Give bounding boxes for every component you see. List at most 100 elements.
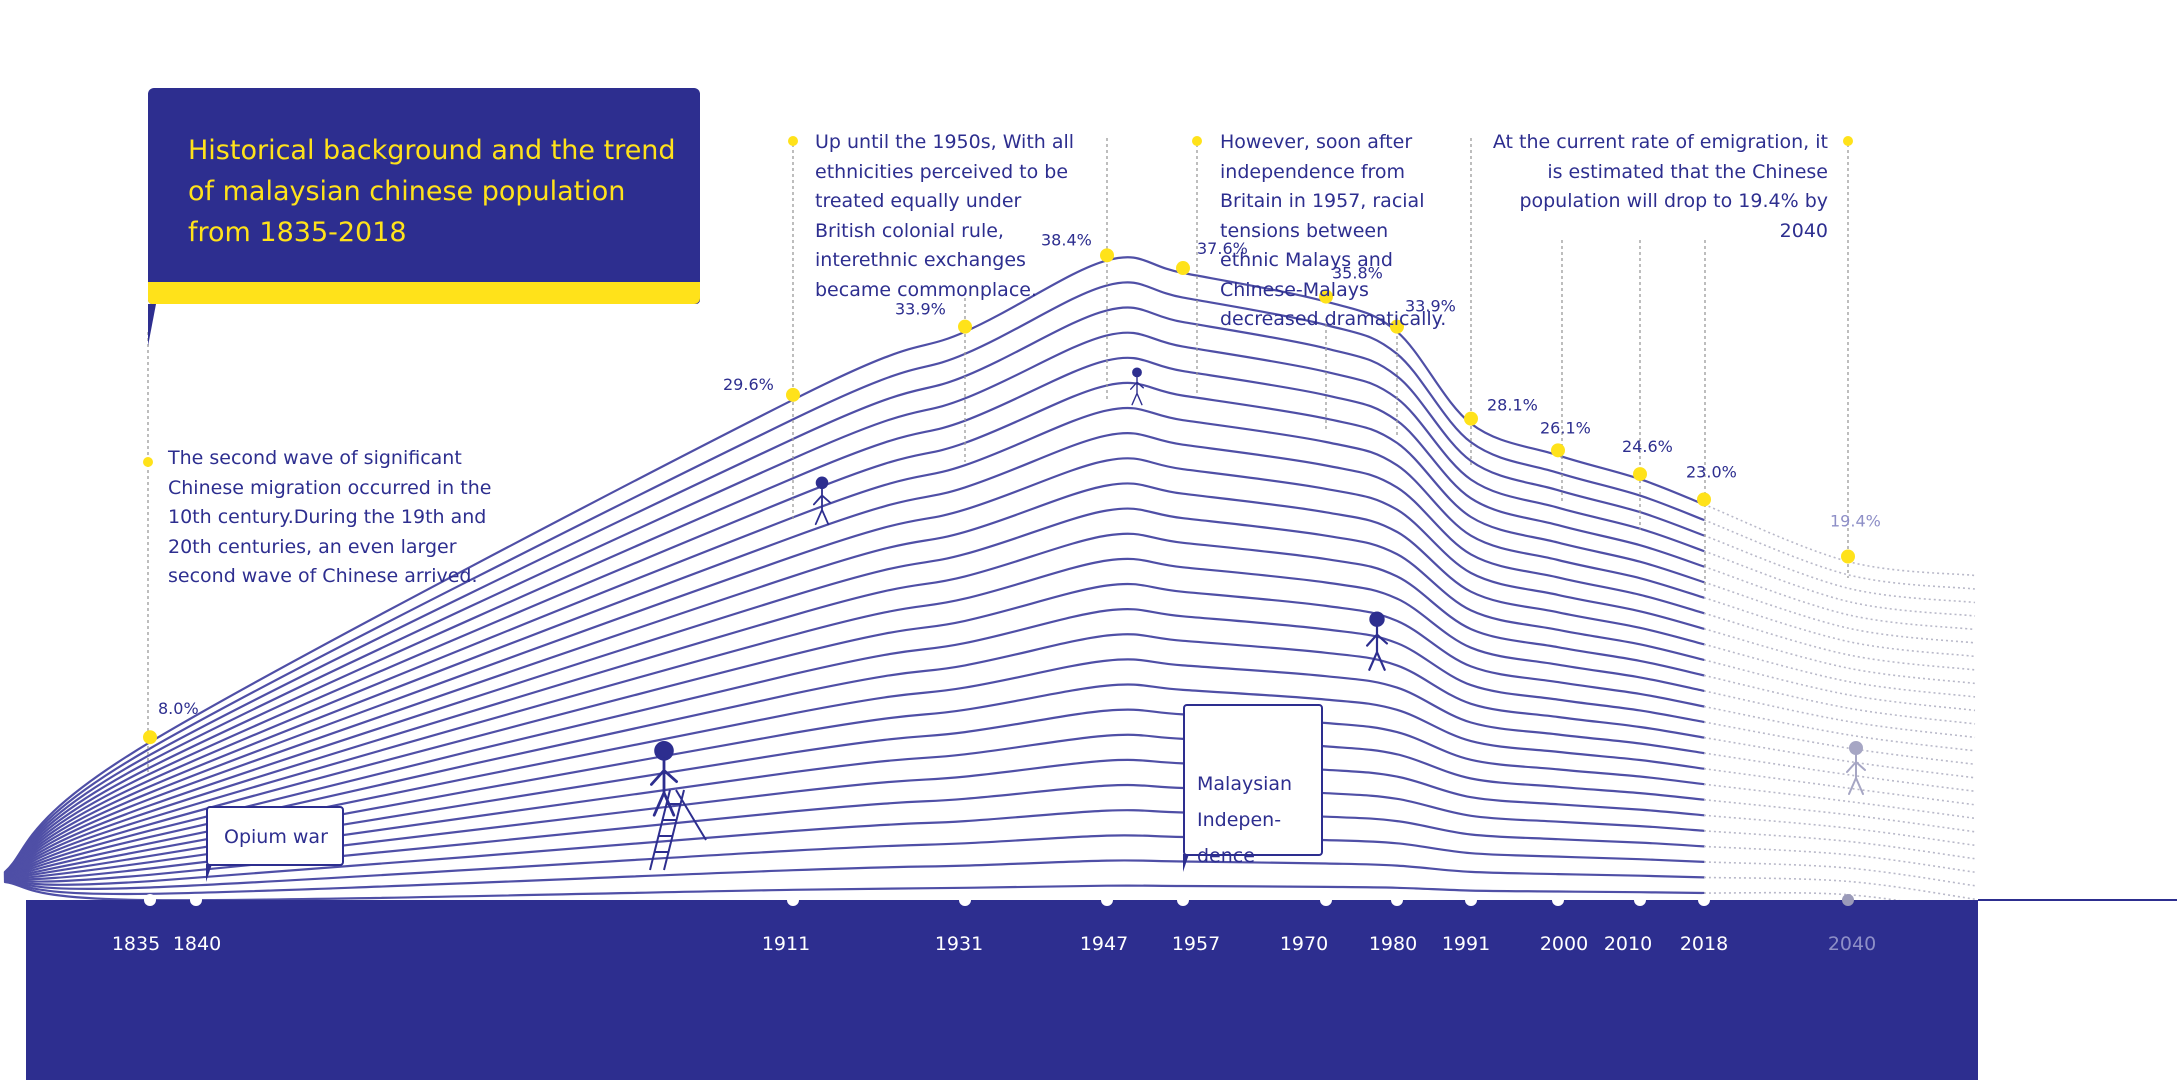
x-tick [1634,894,1646,906]
contour-line [3,758,1706,882]
person-body [1130,375,1144,406]
x-tick-label: 2000 [1540,933,1588,955]
data-label: 26.1% [1540,418,1591,437]
contour-line [3,733,1706,881]
x-tick-label: 2018 [1680,933,1728,955]
data-label: 29.6% [723,375,774,394]
data-point [1551,443,1565,458]
contour-line [3,708,1706,881]
person-head [1369,611,1385,627]
data-point [1633,467,1647,482]
contour-line [3,482,1706,877]
person-body [1846,753,1866,795]
contour-line [3,683,1706,880]
x-tick [1177,894,1189,906]
note-projection: At the current rate of emigration, it is… [1492,131,1828,242]
data-label: 33.9% [895,300,946,319]
note-colonial-rule: Up until the 1950s, With all ethnicities… [815,131,1075,301]
data-label: 23.0% [1686,462,1737,481]
projection-contour-line [1703,581,1976,644]
x-tick-label: 1970 [1280,933,1328,955]
x-tick [144,894,156,906]
callout-independence: Malaysian Indepen- dence [1183,704,1323,872]
contour-line [3,256,1706,874]
contour-line [3,432,1706,876]
note-migration: The second wave of significant Chinese m… [168,447,492,587]
x-tick-label: 1911 [762,933,810,955]
person-head [815,476,829,490]
walking-figure [812,476,832,526]
chart-title: Historical background and the trend of m… [188,135,676,248]
callout-opium-war-label: Opium war [224,826,328,848]
data-point [1464,411,1478,426]
projection-contour-line [1703,643,1976,698]
x-tick [1842,894,1854,906]
projection-contour-line [1703,565,1976,631]
projection-contour-line [1703,736,1976,779]
contour-line [3,306,1706,874]
projection-contour-line [1703,534,1976,604]
data-point [786,387,800,402]
contour-line [3,406,1706,876]
data-label: 8.0% [158,699,199,718]
data-point [1176,261,1190,276]
x-tick [1552,894,1564,906]
data-point [958,319,972,334]
contour-line [3,834,1706,890]
title-card: Historical background and the trend of m… [148,88,700,346]
data-point [1841,549,1855,564]
contour-line [3,507,1706,878]
data-point [1319,289,1333,304]
title-tail [148,304,156,346]
note-marker [1843,136,1853,146]
person-body [650,757,678,817]
contour-line [3,381,1706,876]
contour-line [3,557,1706,878]
projection-contour-line [1703,519,1976,590]
projection-contour-line [1703,596,1976,658]
group-figure [1130,367,1144,406]
x-tick [1465,894,1477,906]
x-tick [787,894,799,906]
x-tick-label: 2040 [1828,933,1876,955]
projection-contour-line [1703,659,1976,712]
person-body [1365,624,1389,671]
x-tick [1320,894,1332,906]
data-point [143,730,157,745]
x-tick-label: 1835 [112,933,160,955]
data-points: 8.0%29.6%33.9%38.4% 37.6%35.8%33.9%28.1%2… [143,230,1881,745]
ladder-lines [649,789,707,871]
projection-contour-line [1703,767,1976,806]
x-axis: 1835 1840 1911 1931 1947 1957 1970 1980 1991 2000… [112,894,1876,955]
projection-contour-line [1703,503,1976,577]
ladder-climber-figure [650,741,678,817]
ladder-figure [649,789,707,871]
projection-contour-line [1703,814,1976,847]
contour-line [3,281,1706,874]
data-label: 19.4% [1830,512,1881,531]
x-tick [190,894,202,906]
data-label: 33.9% [1405,297,1456,316]
x-tick [1391,894,1403,906]
data-point [1100,248,1114,263]
projection-contour-line [1703,798,1976,833]
person-head [1849,741,1863,755]
projection-contour-line [1703,752,1976,793]
person-head [1132,367,1142,378]
contour-line [3,608,1706,879]
data-label: 38.4% [1041,230,1092,249]
note-marker [1192,136,1202,146]
x-tick [1698,894,1710,906]
projection-contour-line [1703,783,1976,820]
note-marker [788,136,798,146]
contour-line [3,783,1706,883]
data-point [1390,319,1404,334]
data-point [1697,492,1711,507]
x-tick-label: 1980 [1369,933,1417,955]
contour-line [3,633,1706,880]
x-tick [1101,894,1113,906]
contour-line [3,658,1706,880]
x-tick-label: 1957 [1172,933,1220,955]
projection-contour-line [1703,705,1976,752]
